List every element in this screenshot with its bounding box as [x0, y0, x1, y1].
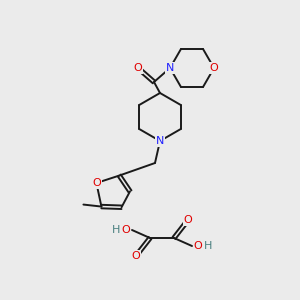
- Text: N: N: [156, 136, 164, 146]
- Text: O: O: [194, 241, 202, 251]
- Text: O: O: [122, 225, 130, 235]
- Text: H: H: [204, 241, 212, 251]
- Text: O: O: [210, 63, 218, 73]
- Text: O: O: [92, 178, 101, 188]
- Text: N: N: [166, 63, 174, 73]
- Text: H: H: [112, 225, 120, 235]
- Text: O: O: [184, 215, 192, 225]
- Text: O: O: [132, 251, 140, 261]
- Text: O: O: [134, 63, 142, 73]
